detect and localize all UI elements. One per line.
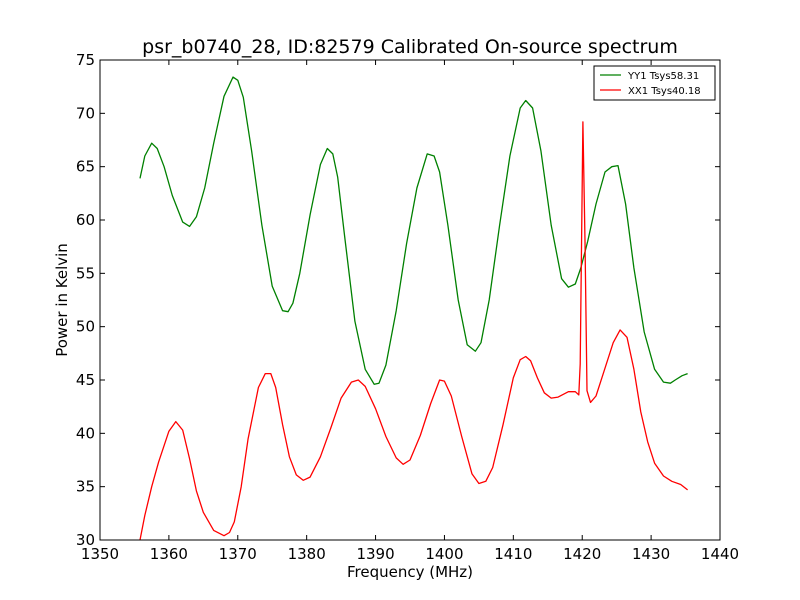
legend-label-2: XX1 Tsys40.18 — [628, 86, 701, 97]
y-tick-label: 75 — [76, 51, 95, 69]
series-line-2 — [139, 121, 689, 540]
x-tick-label: 1420 — [563, 545, 601, 563]
x-tick-label: 1440 — [701, 545, 739, 563]
y-tick-label: 70 — [76, 104, 95, 122]
axis-ticks: 1350 1360 1370 1380 1390 1400 1410 1420 1430 1440… — [76, 51, 739, 563]
x-tick-label: 1410 — [494, 545, 532, 563]
x-axis-label: Frequency (MHz) — [347, 563, 473, 581]
legend-box — [593, 65, 716, 101]
x-tick-label: 1360 — [150, 545, 188, 563]
legend: YY1 Tsys58.31 XX1 Tsys40.18 — [593, 65, 716, 101]
y-tick-label: 55 — [76, 264, 95, 282]
x-tick-label: 1430 — [632, 545, 670, 563]
plot-frame — [99, 59, 721, 541]
y-axis-label: Power in Kelvin — [53, 243, 71, 357]
y-tick-label: 50 — [76, 318, 95, 336]
y-tick-label: 65 — [76, 158, 95, 176]
x-tick-label: 1380 — [288, 545, 326, 563]
chart-title: psr_b0740_28, ID:82579 Calibrated On-sou… — [142, 36, 678, 58]
x-tick-label: 1350 — [81, 545, 119, 563]
y-tick-label: 35 — [76, 478, 95, 496]
series-line-1 — [139, 76, 688, 385]
x-tick-label: 1390 — [356, 545, 394, 563]
y-tick-label: 45 — [76, 371, 95, 389]
legend-label-1: YY1 Tsys58.31 — [627, 71, 699, 82]
x-tick-label: 1370 — [219, 545, 257, 563]
x-tick-label: 1400 — [425, 545, 463, 563]
y-tick-label: 40 — [76, 424, 95, 442]
plot-area — [139, 76, 689, 540]
y-tick-label: 30 — [76, 531, 95, 549]
y-tick-label: 60 — [76, 211, 95, 229]
